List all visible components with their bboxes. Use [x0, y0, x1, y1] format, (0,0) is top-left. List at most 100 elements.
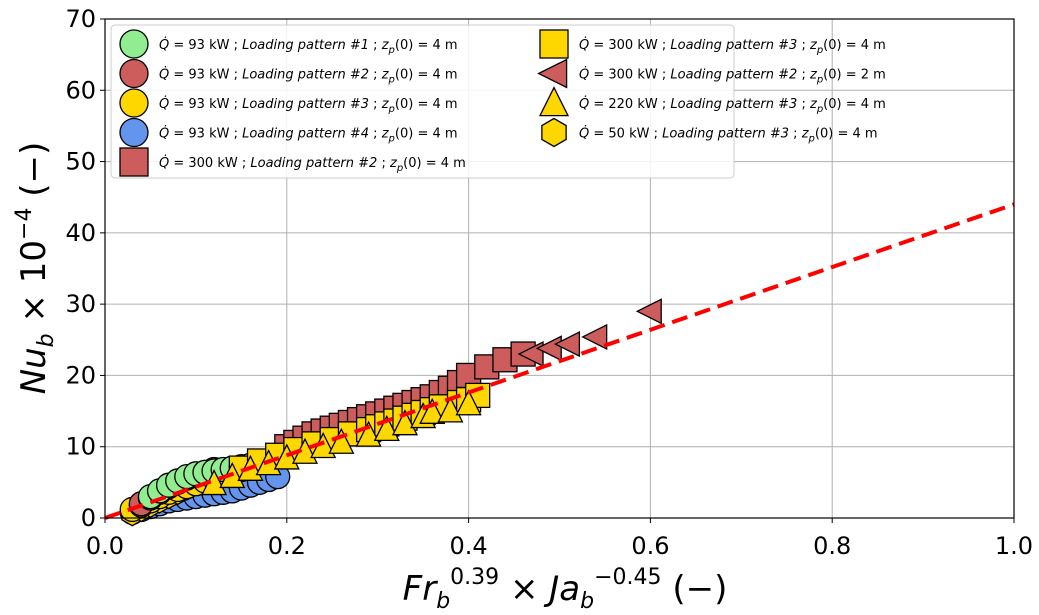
legend-text-part: = 300 kW ;	[589, 38, 670, 53]
legend-text-part: (0) = 4 m	[403, 156, 466, 171]
legend-text-part: ;	[797, 68, 810, 83]
legend-text-part: z	[809, 68, 818, 83]
legend-text-part: z	[381, 38, 390, 53]
legend-text-part: = 93 kW ;	[169, 38, 242, 53]
legend-text-part: p	[388, 45, 395, 56]
x-tick-label: 0.2	[268, 532, 306, 560]
data-point	[328, 427, 355, 454]
data-point	[581, 323, 608, 350]
legend-text-part: z	[381, 97, 390, 112]
y-tick-label: 50	[65, 148, 96, 176]
legend-text-part: = 93 kW ;	[169, 97, 242, 112]
legend-text-part: (0) = 4 m	[395, 68, 458, 83]
legend-text-part: = 300 kW ;	[589, 68, 670, 83]
legend-text-part: = 50 kW ;	[589, 127, 662, 142]
legend-text-part: = 93 kW ;	[169, 68, 242, 83]
legend-entry: Q̇ = 300 kW ; Loading pattern #2 ; zp(0)…	[579, 67, 886, 85]
legend-marker	[537, 58, 568, 89]
x-tick-label: 0.6	[631, 532, 669, 560]
legend-text-part: = 300 kW ;	[169, 156, 250, 171]
legend-marker	[541, 117, 567, 148]
legend-text-part: Loading pattern #2	[250, 156, 377, 171]
legend-text-part: Q̇	[579, 126, 589, 141]
legend-text-part: Q̇	[579, 38, 589, 53]
y-tick-label: 10	[65, 433, 96, 461]
x-axis-label: Frb0.39 × Jab−0.45 (−)	[403, 565, 728, 614]
legend-text-part: z	[809, 38, 818, 53]
x-tick-label: 1.0	[995, 532, 1033, 560]
legend-text-part: Q̇	[159, 97, 169, 112]
legend-text-part: (0) = 4 m	[815, 127, 878, 142]
legend-entry: Q̇ = 93 kW ; Loading pattern #2 ; zp(0) …	[159, 67, 458, 85]
legend-text-part: p	[388, 134, 395, 145]
fit-line	[104, 202, 1015, 520]
legend-text-part: z	[801, 127, 810, 142]
legend-text-part: ;	[369, 97, 382, 112]
data-point	[437, 396, 464, 423]
legend-text-part: (0) = 4 m	[395, 127, 458, 142]
legend-text-part: ;	[377, 156, 390, 171]
legend-text-part: ;	[369, 68, 382, 83]
data-point	[635, 298, 662, 325]
plot-frame	[104, 18, 1015, 519]
legend: Q̇ = 93 kW ; Loading pattern #1 ; zp(0) …	[110, 24, 886, 179]
legend-text-part: p	[388, 104, 395, 115]
legend-entry: Q̇ = 93 kW ; Loading pattern #3 ; zp(0) …	[159, 97, 458, 115]
legend-marker	[119, 58, 149, 89]
legend-text-part: Loading pattern #3	[662, 127, 789, 142]
legend-entry: Q̇ = 300 kW ; Loading pattern #2 ; zp(0)…	[159, 156, 466, 174]
legend-text-part: p	[808, 134, 815, 145]
legend-text-part: p	[396, 163, 403, 174]
tick-labels: 0.0 0.2 0.4 0.6 0.8 1.0 0 10 20 30 40 50 60 70	[65, 5, 1033, 560]
legend-text-part: Loading pattern #3	[670, 97, 797, 112]
x-tick-label: 0.4	[450, 532, 488, 560]
legend-box	[110, 24, 735, 179]
data-point	[419, 397, 446, 424]
legend-marker	[538, 86, 570, 117]
legend-text-part: ;	[797, 97, 810, 112]
legend-text-part: p	[816, 45, 823, 56]
legend-text-part: = 220 kW ;	[589, 97, 670, 112]
data-point	[391, 409, 419, 436]
legend-entry: Q̇ = 93 kW ; Loading pattern #4 ; zp(0) …	[159, 126, 458, 144]
y-tick-label: 20	[65, 361, 96, 389]
legend-text-part: Loading pattern #3	[670, 38, 797, 53]
legend-text-part: Loading pattern #2	[242, 68, 369, 83]
legend-text-part: Q̇	[159, 156, 169, 171]
legend-text-part: p	[388, 75, 395, 86]
x-tick-label: 0.8	[813, 532, 851, 560]
legend-entry: Q̇ = 300 kW ; Loading pattern #3 ; zp(0)…	[579, 38, 886, 56]
legend-text-part: Loading pattern #3	[242, 97, 369, 112]
legend-text-part: z	[809, 97, 818, 112]
series-6	[517, 298, 662, 368]
legend-text-part: z	[381, 68, 390, 83]
legend-text-part: Q̇	[159, 126, 169, 141]
legend-text-part: Q̇	[159, 67, 169, 82]
legend-text-part: Loading pattern #2	[670, 68, 797, 83]
legend-text-part: ;	[797, 38, 810, 53]
y-tick-label: 40	[65, 219, 96, 247]
legend-text-part: = 93 kW ;	[169, 127, 242, 142]
legend-text-part: (0) = 4 m	[823, 97, 886, 112]
legend-text-part: Loading pattern #1	[242, 38, 369, 53]
legend-entry: Q̇ = 93 kW ; Loading pattern #1 ; zp(0) …	[159, 38, 458, 56]
legend-marker	[119, 147, 149, 177]
legend-text-part: Q̇	[579, 97, 589, 112]
y-tick-label: 60	[65, 76, 96, 104]
data-point	[455, 389, 482, 416]
legend-marker	[119, 88, 149, 118]
legend-text-part: (0) = 4 m	[823, 38, 886, 53]
legend-entry: Q̇ = 50 kW ; Loading pattern #3 ; zp(0) …	[579, 126, 878, 144]
y-tick-label: 70	[65, 5, 96, 33]
data-point	[553, 331, 581, 358]
y-axis-label: Nub × 10−4 (−)	[12, 142, 59, 395]
legend-marker	[539, 29, 569, 59]
legend-text-part: Q̇	[579, 67, 589, 82]
x-tick-label: 0.0	[86, 532, 124, 560]
legend-text-part: ;	[369, 127, 382, 142]
legend-text-part: (0) = 4 m	[395, 97, 458, 112]
legend-marker	[119, 29, 149, 59]
series-7	[201, 389, 482, 496]
y-tick-label: 0	[81, 504, 96, 532]
